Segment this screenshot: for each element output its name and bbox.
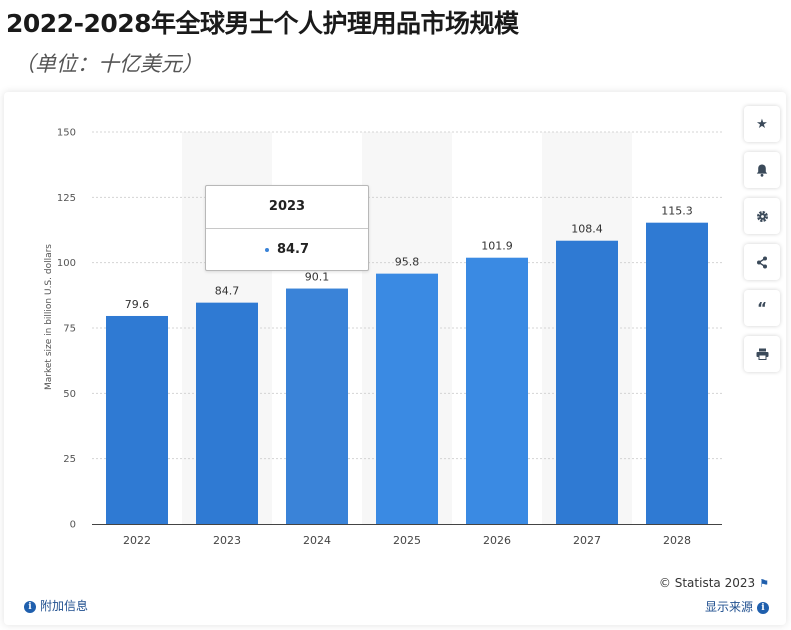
bell-icon xyxy=(756,164,768,177)
bar-2023[interactable] xyxy=(196,302,258,524)
gear-icon xyxy=(756,210,768,222)
x-tick-label: 2024 xyxy=(303,534,331,547)
bar-2026[interactable] xyxy=(466,257,528,524)
notification-button[interactable] xyxy=(744,152,780,188)
bar-2025[interactable] xyxy=(376,273,438,524)
info-icon: i xyxy=(757,601,769,614)
share-button[interactable] xyxy=(744,244,780,280)
y-tick-label: 0 xyxy=(70,520,76,531)
y-tick-label: 125 xyxy=(57,193,76,204)
flag-icon: ⚑ xyxy=(759,577,769,590)
share-icon xyxy=(757,256,767,268)
tooltip-value-row: 84.7 xyxy=(206,229,368,270)
bar-value-label: 101.9 xyxy=(481,240,513,253)
bars xyxy=(106,222,708,524)
page-subtitle: （单位：十亿美元） xyxy=(14,52,203,76)
chart-card: 0 25 50 75 100 125 150 2022 2023 2024 2025 2026 2027… xyxy=(4,92,786,625)
x-tick-label: 2027 xyxy=(573,534,601,547)
print-icon xyxy=(756,348,768,360)
data-labels: 79.6 84.7 90.1 95.8 101.9 108.4 115.3 xyxy=(125,205,693,311)
series-dot-icon xyxy=(264,247,269,252)
additional-info-link[interactable]: i 附加信息 xyxy=(24,597,88,614)
bar-2028[interactable] xyxy=(646,222,708,524)
favorite-button[interactable]: ★ xyxy=(744,106,780,142)
quote-icon: “ xyxy=(757,299,767,317)
print-button[interactable] xyxy=(744,336,780,372)
bar-value-label: 79.6 xyxy=(125,298,150,311)
show-source-link[interactable]: 显示来源 i xyxy=(705,598,769,615)
x-tick-label: 2025 xyxy=(393,534,421,547)
info-icon: i xyxy=(24,600,36,613)
bar-tooltip: 2023 84.7 xyxy=(205,185,369,271)
copyright-text: © Statista 2023 xyxy=(658,576,756,590)
tooltip-title: 2023 xyxy=(206,186,368,229)
y-tick-label: 150 xyxy=(57,128,76,139)
additional-info-label: 附加信息 xyxy=(40,599,89,613)
copyright[interactable]: © Statista 2023 ⚑ xyxy=(659,576,769,590)
bar-2024[interactable] xyxy=(286,288,348,524)
y-tick-label: 50 xyxy=(63,389,76,400)
show-source-label: 显示来源 xyxy=(704,600,753,614)
tooltip-value: 84.7 xyxy=(276,242,310,257)
page-title: 2022-2028年全球男士个人护理用品市场规模 xyxy=(6,9,519,38)
bar-value-label: 115.3 xyxy=(661,205,693,218)
x-tick-label: 2028 xyxy=(663,534,691,547)
axes: 0 25 50 75 100 125 150 2022 2023 2024 2025 2026 2027… xyxy=(57,128,722,547)
y-axis-title: Market size in billion U.S. dollars xyxy=(44,244,54,390)
x-tick-label: 2023 xyxy=(213,534,241,547)
star-icon: ★ xyxy=(756,116,768,132)
y-tick-label: 75 xyxy=(63,324,76,335)
cite-button[interactable]: “ xyxy=(744,290,780,326)
x-tick-label: 2022 xyxy=(123,534,151,547)
bar-chart: 0 25 50 75 100 125 150 2022 2023 2024 2025 2026 2027… xyxy=(44,128,722,547)
bar-value-label: 90.1 xyxy=(305,271,330,284)
bar-2027[interactable] xyxy=(556,240,618,524)
bar-value-label: 95.8 xyxy=(395,256,420,269)
bar-2022[interactable] xyxy=(106,315,168,524)
y-tick-label: 25 xyxy=(63,454,76,465)
settings-button[interactable] xyxy=(744,198,780,234)
y-tick-label: 100 xyxy=(57,258,76,269)
bar-value-label: 84.7 xyxy=(215,285,240,298)
x-tick-label: 2026 xyxy=(483,534,511,547)
bar-value-label: 108.4 xyxy=(571,223,603,236)
